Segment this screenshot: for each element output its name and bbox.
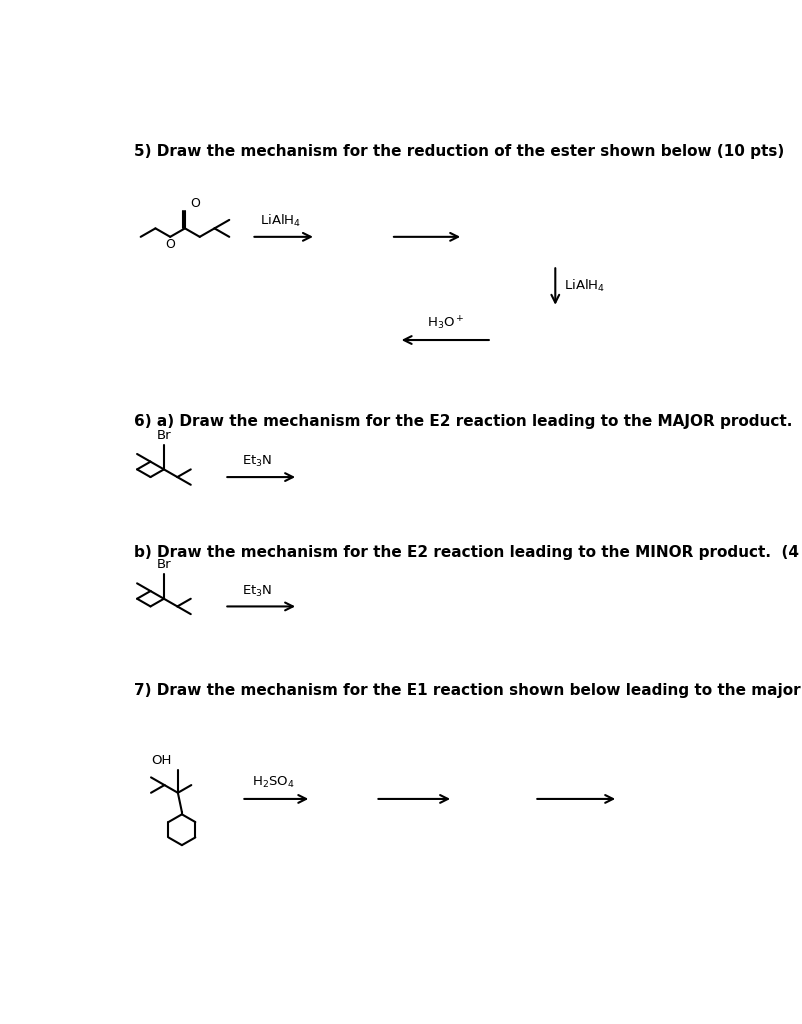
Text: Br: Br	[156, 429, 171, 441]
Text: 6) a) Draw the mechanism for the E2 reaction leading to the MAJOR product.  (4 p: 6) a) Draw the mechanism for the E2 reac…	[134, 414, 802, 429]
Text: Et$_3$N: Et$_3$N	[242, 455, 273, 469]
Text: 5) Draw the mechanism for the reduction of the ester shown below (10 pts): 5) Draw the mechanism for the reduction …	[134, 144, 784, 160]
Text: H$_2$SO$_4$: H$_2$SO$_4$	[252, 775, 294, 791]
Text: LiAlH$_4$: LiAlH$_4$	[260, 213, 302, 229]
Text: O: O	[165, 239, 175, 251]
Text: Et$_3$N: Et$_3$N	[242, 584, 273, 599]
Text: LiAlH$_4$: LiAlH$_4$	[563, 279, 605, 294]
Text: Br: Br	[156, 558, 171, 571]
Text: b) Draw the mechanism for the E2 reaction leading to the MINOR product.  (4 pts): b) Draw the mechanism for the E2 reactio…	[134, 545, 802, 560]
Text: 7) Draw the mechanism for the E1 reaction shown below leading to the major produ: 7) Draw the mechanism for the E1 reactio…	[134, 683, 802, 698]
Text: H$_3$O$^+$: H$_3$O$^+$	[426, 315, 464, 333]
Text: OH: OH	[151, 755, 172, 767]
Text: O: O	[190, 197, 200, 210]
